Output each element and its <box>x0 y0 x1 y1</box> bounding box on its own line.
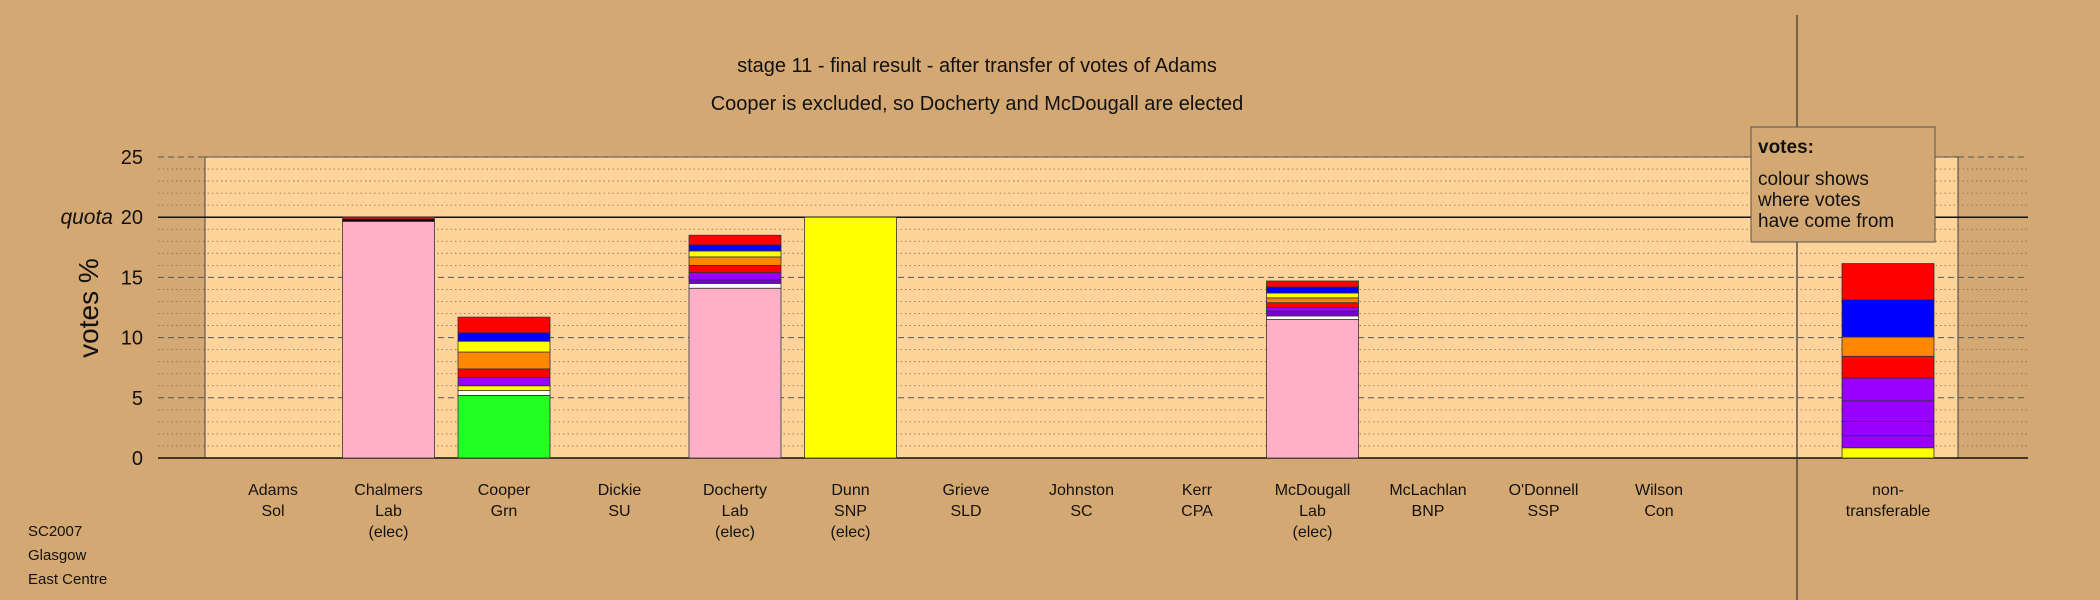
x-tick-label: SC <box>1070 503 1092 520</box>
plot-area: 0 5 10 15 20 25 quota votes % Adams Sol Chalmers La… <box>60 15 2028 600</box>
x-tick-label: Dunn <box>831 482 869 499</box>
bar-segment <box>688 264 782 273</box>
bar-segment <box>1266 310 1359 317</box>
bar-segment <box>688 256 782 266</box>
bar-segment <box>457 394 551 459</box>
chart-subtitle: Cooper is excluded, so Docherty and McDo… <box>711 93 1244 115</box>
bar-segment <box>688 250 782 258</box>
x-tick-label: Chalmers <box>354 482 422 499</box>
bar-segment <box>342 221 435 459</box>
x-tick-label: Dickie <box>598 482 642 499</box>
x-tick-label: Sol <box>261 503 284 520</box>
bar-segment <box>1841 377 1935 402</box>
bar-segment <box>1266 286 1359 294</box>
x-tick-label: CPA <box>1181 503 1213 520</box>
bar-segment <box>1266 319 1359 459</box>
y-tick-label: 5 <box>132 388 143 410</box>
bar-segment <box>1266 307 1359 312</box>
x-tick-label: Lab <box>375 503 402 520</box>
x-tick-label: Johnston <box>1049 482 1114 499</box>
x-tick-label: SU <box>608 503 630 520</box>
x-tick-label: SSP <box>1527 503 1559 520</box>
bar-segment <box>1841 447 1935 459</box>
bar-segment <box>688 234 782 246</box>
nontransferable-bar <box>1841 263 1935 459</box>
bar-segment <box>804 216 897 459</box>
bar-segment <box>457 390 551 396</box>
bar-segment <box>1841 336 1935 357</box>
bar-segment <box>1266 297 1359 304</box>
x-tick-label: SNP <box>834 503 867 520</box>
x-tick-label: (elec) <box>830 524 870 541</box>
x-tick-label: Grieve <box>942 482 989 499</box>
bar-segment <box>1841 263 1935 301</box>
bar-segment <box>457 351 551 370</box>
bar-segment <box>457 376 551 387</box>
candidate-bar <box>1266 280 1359 459</box>
x-tick-label: SLD <box>950 503 981 520</box>
bar-segment <box>457 316 551 334</box>
candidate-bar <box>342 216 435 459</box>
bar-segment <box>1266 280 1359 288</box>
legend-line: colour shows <box>1758 169 1869 190</box>
x-tick-label: McLachlan <box>1389 482 1466 499</box>
y-tick-label: 15 <box>121 267 143 289</box>
bar-segment <box>457 368 551 378</box>
x-tick-label: O'Donnell <box>1509 482 1579 499</box>
bar-segment <box>1841 299 1935 338</box>
bar-segment <box>457 332 551 342</box>
bar-segment <box>1266 315 1359 320</box>
candidate-bar <box>688 234 782 459</box>
x-tick-label: Cooper <box>478 482 531 499</box>
y-axis-label: votes % <box>73 258 104 358</box>
x-tick-label: Wilson <box>1635 482 1683 499</box>
quota-label: quota <box>60 206 113 229</box>
bar-segment <box>688 283 782 289</box>
bar-segment <box>1841 355 1935 379</box>
footer-ward: East Centre <box>28 571 108 588</box>
bar-segment <box>1266 302 1359 308</box>
y-tick-label: 25 <box>121 147 143 169</box>
chart-title: stage 11 - final result - after transfer… <box>737 55 1217 77</box>
bar-segment <box>457 385 551 391</box>
x-tick-label: Docherty <box>703 482 767 499</box>
legend-title: votes: <box>1758 137 1814 158</box>
bar-segment <box>688 287 782 459</box>
candidate-bar <box>457 316 551 459</box>
x-tick-label: Con <box>1644 503 1673 520</box>
bar-segment <box>688 244 782 252</box>
footer-election: SC2007 <box>28 523 83 540</box>
x-tick-label: (elec) <box>368 524 408 541</box>
bar-segment <box>688 279 782 284</box>
candidate-bar <box>804 216 897 459</box>
legend-line: where votes <box>1757 190 1860 211</box>
legend-line: have come from <box>1758 211 1894 232</box>
bar-segment <box>1841 435 1935 449</box>
x-tick-label: Kerr <box>1182 482 1213 499</box>
bar-segment <box>342 216 435 220</box>
bar-segment <box>1841 400 1935 422</box>
bar-segment <box>457 340 551 353</box>
x-tick-label: Adams <box>248 482 298 499</box>
bar-segment <box>1841 420 1935 437</box>
legend: votes: colour shows where votes have com… <box>1750 126 1936 243</box>
x-tick-label: non- <box>1872 482 1904 499</box>
y-tick-label: 20 <box>121 207 143 229</box>
x-tick-label: Lab <box>1299 503 1326 520</box>
bar-segment <box>688 272 782 281</box>
y-tick-label: 10 <box>121 328 143 350</box>
x-tick-label: transferable <box>1846 503 1931 520</box>
x-tick-label: Lab <box>722 503 749 520</box>
y-tick-label: 0 <box>132 448 143 470</box>
x-tick-label: Grn <box>491 503 518 520</box>
x-tick-label: (elec) <box>1292 524 1332 541</box>
legend-box <box>1750 126 1936 243</box>
bar-segment <box>1266 292 1359 299</box>
x-tick-label: (elec) <box>715 524 755 541</box>
x-tick-label: BNP <box>1412 503 1445 520</box>
constituency-footer: SC2007 Glasgow East Centre <box>28 520 107 592</box>
footer-city: Glasgow <box>28 547 87 564</box>
x-tick-label: McDougall <box>1275 482 1351 499</box>
